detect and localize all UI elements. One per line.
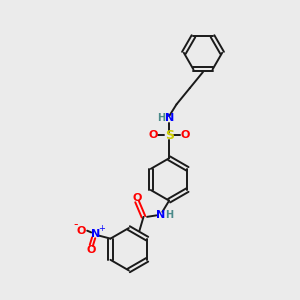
Text: O: O xyxy=(132,193,142,203)
Text: O: O xyxy=(76,226,86,236)
Text: O: O xyxy=(148,130,158,140)
Text: S: S xyxy=(165,129,174,142)
Text: +: + xyxy=(98,224,105,233)
Text: H: H xyxy=(165,210,173,220)
Text: -: - xyxy=(73,218,78,231)
Text: N: N xyxy=(156,210,165,220)
Text: O: O xyxy=(181,130,190,140)
Text: H: H xyxy=(157,112,165,123)
Text: N: N xyxy=(91,229,100,239)
Text: O: O xyxy=(86,245,95,255)
Text: N: N xyxy=(164,112,174,123)
